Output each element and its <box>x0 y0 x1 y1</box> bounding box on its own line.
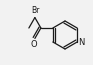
Text: O: O <box>31 40 37 49</box>
Text: Br: Br <box>32 6 40 15</box>
Text: N: N <box>79 38 85 46</box>
